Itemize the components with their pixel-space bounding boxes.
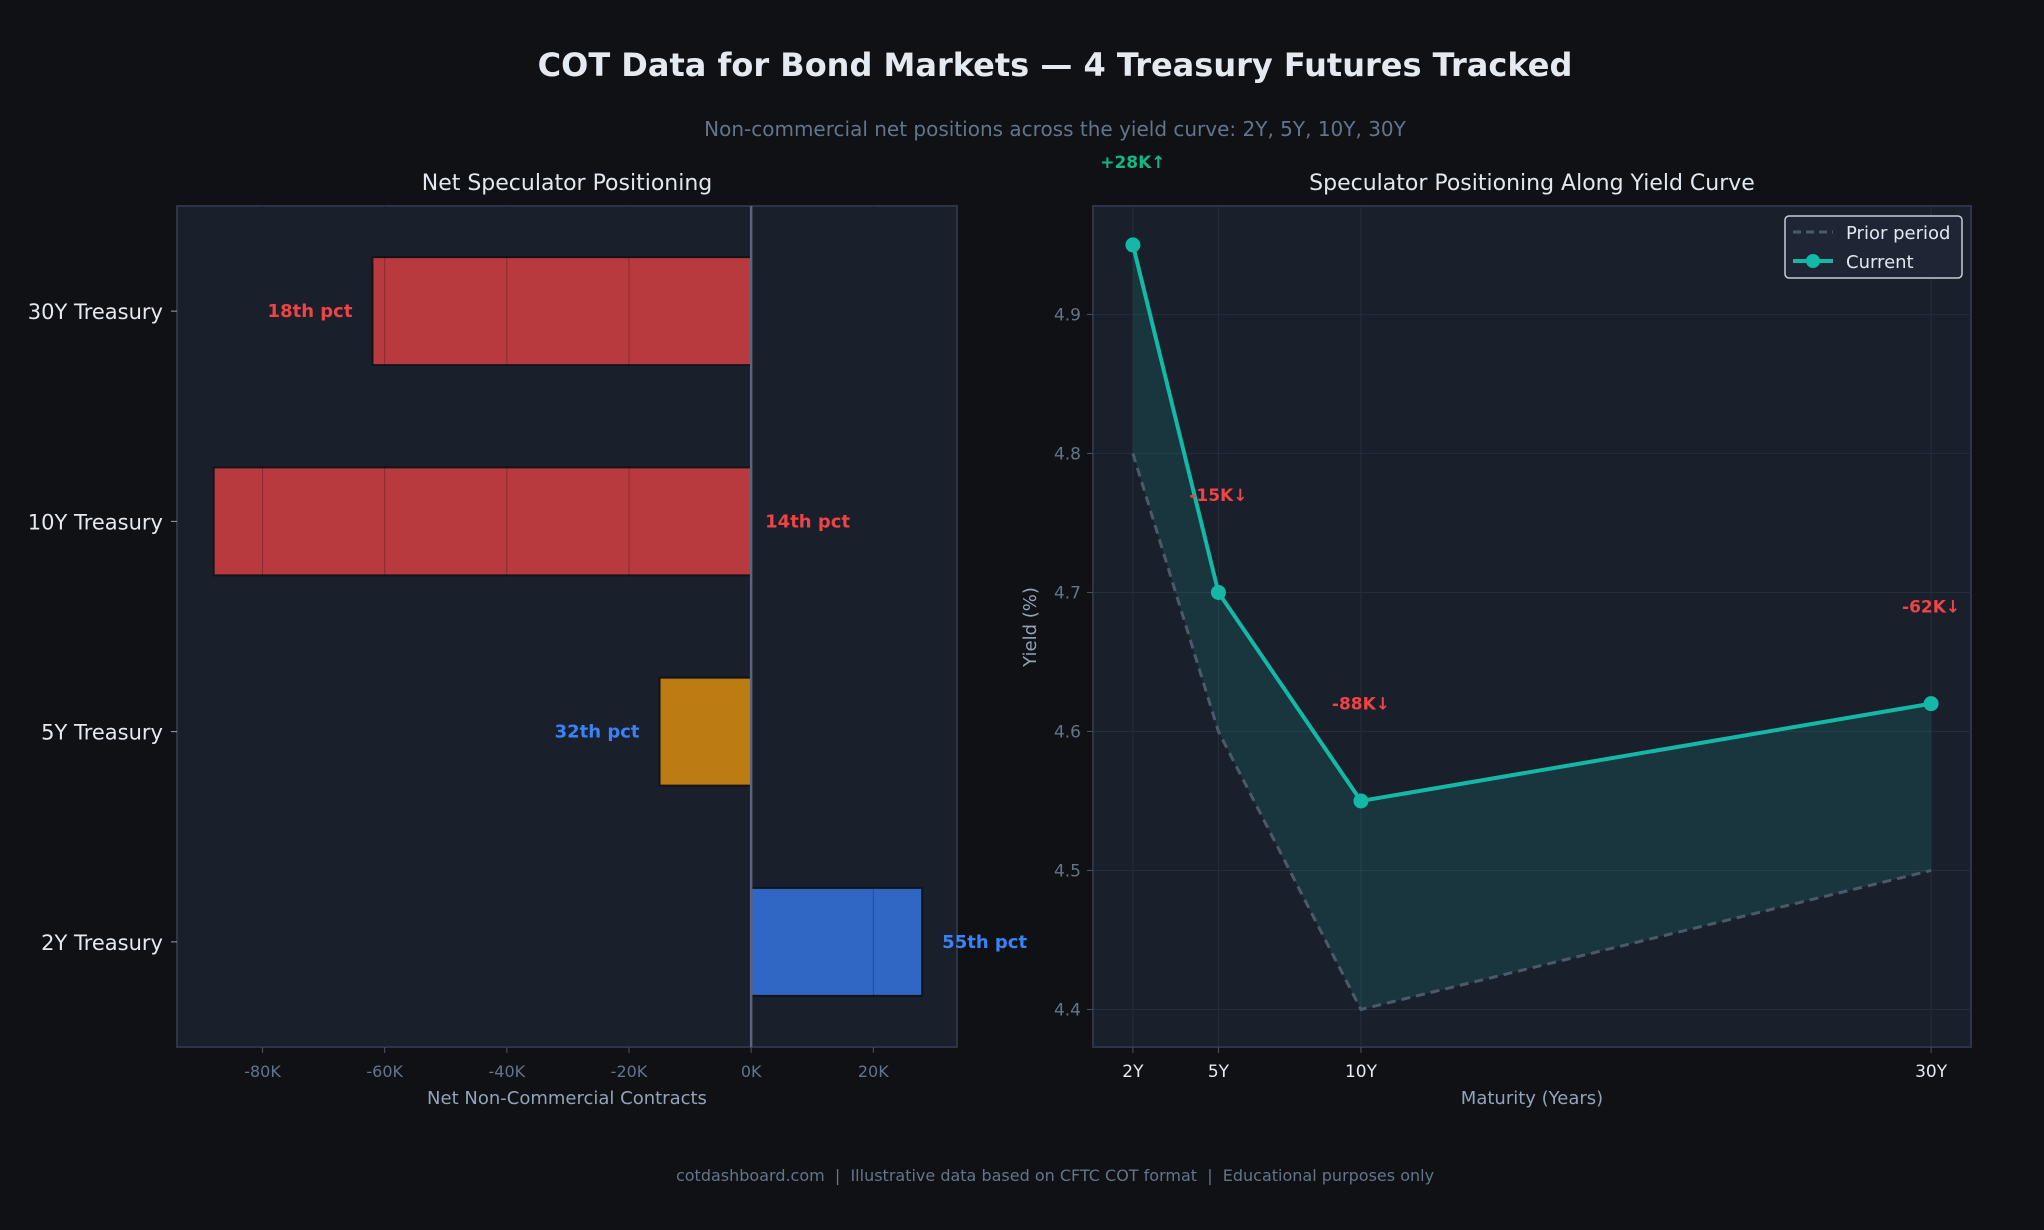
bar-30y-treasury bbox=[371, 256, 753, 367]
y-tick-label: 2Y Treasury bbox=[41, 931, 163, 955]
line-chart: Speculator Positioning Along Yield Curve… bbox=[1020, 153, 1972, 1109]
annotation-label: -88K↓ bbox=[1332, 695, 1390, 715]
x-tick-label: 10Y bbox=[1345, 1062, 1378, 1082]
x-tick-label: 30Y bbox=[1915, 1062, 1948, 1082]
y-tick-label: 5Y Treasury bbox=[41, 721, 163, 745]
legend-current-marker bbox=[1806, 254, 1820, 268]
annotation-label: +28K↑ bbox=[1100, 153, 1165, 173]
annotation-label: -15K↓ bbox=[1189, 486, 1247, 506]
y-tick-label: 4.4 bbox=[1054, 1000, 1081, 1020]
y-tick-label: 4.6 bbox=[1054, 722, 1081, 742]
figure-title: COT Data for Bond Markets — 4 Treasury F… bbox=[538, 46, 1573, 84]
current-point bbox=[1210, 584, 1226, 600]
y-tick-label: 10Y Treasury bbox=[28, 510, 163, 534]
line-y-axis-label: Yield (%) bbox=[1020, 587, 1041, 668]
y-tick-label: 4.9 bbox=[1054, 305, 1081, 325]
bar-data-label: 18th pct bbox=[268, 301, 353, 322]
annotation-label: -62K↓ bbox=[1902, 597, 1960, 617]
bar-10y-treasury bbox=[212, 466, 753, 577]
y-tick-label: 4.8 bbox=[1054, 444, 1081, 464]
legend-current-label: Current bbox=[1846, 252, 1914, 273]
line-chart-title: Speculator Positioning Along Yield Curve bbox=[1309, 171, 1755, 196]
x-tick-label: -40K bbox=[489, 1062, 526, 1081]
bar-chart: Net Speculator Positioning -80K -60K -40K -… bbox=[28, 171, 1028, 1109]
x-tick-label: 20K bbox=[858, 1062, 889, 1081]
y-tick-label: 30Y Treasury bbox=[28, 300, 163, 324]
x-tick-label: -60K bbox=[366, 1062, 403, 1081]
current-point bbox=[1923, 696, 1939, 712]
current-point bbox=[1125, 237, 1141, 253]
bar-chart-title: Net Speculator Positioning bbox=[422, 171, 713, 196]
bar-data-label: 55th pct bbox=[942, 932, 1027, 953]
x-tick-label: 0K bbox=[741, 1062, 762, 1081]
y-tick-label: 4.5 bbox=[1054, 861, 1081, 881]
x-tick-label: 5Y bbox=[1208, 1062, 1230, 1082]
bar-data-label: 14th pct bbox=[765, 511, 850, 532]
legend-prior-label: Prior period bbox=[1846, 223, 1950, 244]
figure-subtitle: Non-commercial net positions across the … bbox=[704, 117, 1407, 141]
footer-note: cotdashboard.com | Illustrative data bas… bbox=[676, 1166, 1434, 1185]
current-line bbox=[1130, 244, 1932, 804]
bar-data-label: 32th pct bbox=[555, 722, 640, 743]
y-tick-label: 4.7 bbox=[1054, 583, 1081, 603]
bar-2y-treasury bbox=[750, 886, 924, 997]
fill-between-area bbox=[1132, 244, 1932, 1010]
x-tick-label: -80K bbox=[244, 1062, 281, 1081]
bar-x-axis-label: Net Non-Commercial Contracts bbox=[427, 1088, 707, 1109]
bar-5y-treasury bbox=[658, 676, 753, 787]
legend: Prior period Current bbox=[1784, 215, 1963, 279]
line-x-axis-label: Maturity (Years) bbox=[1461, 1088, 1603, 1109]
current-point bbox=[1353, 793, 1369, 809]
x-tick-label: 2Y bbox=[1122, 1062, 1144, 1082]
x-tick-label: -20K bbox=[611, 1062, 648, 1081]
